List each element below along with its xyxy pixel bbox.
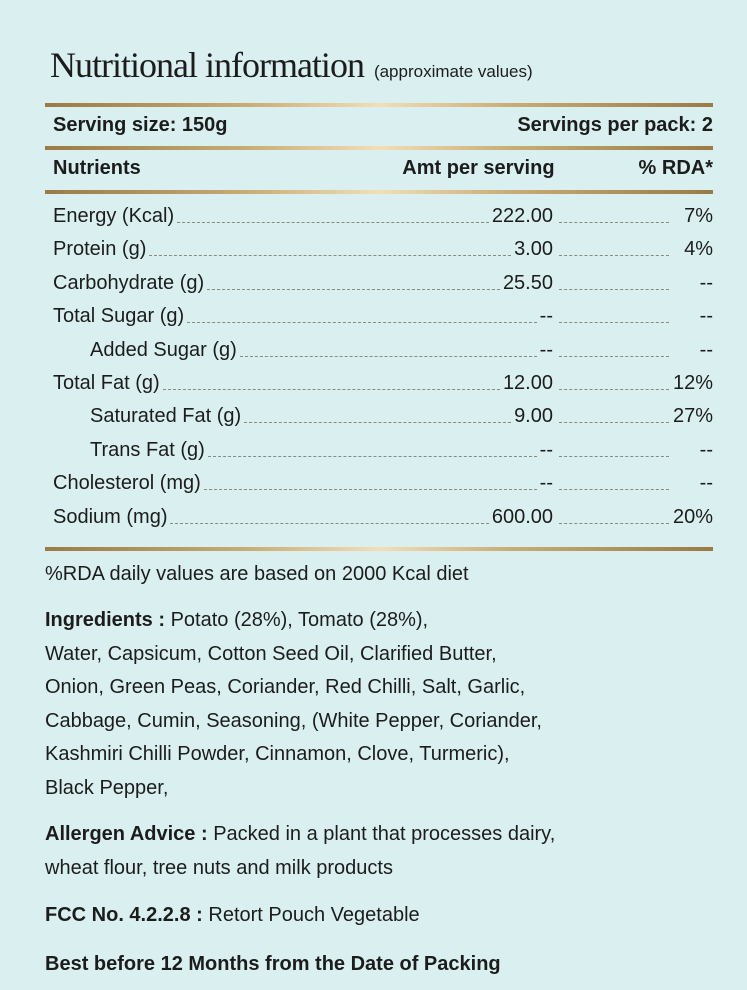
ingredients-label: Ingredients :	[45, 609, 166, 631]
table-row: Carbohydrate (g) 25.50 --	[53, 269, 713, 295]
leader-line	[207, 288, 500, 290]
nutrient-rda: --	[699, 438, 713, 461]
leader-line	[559, 422, 669, 424]
leader-line	[177, 222, 489, 223]
ingredients-line: Black Pepper,	[45, 776, 169, 799]
nutrient-name: Protein (g)	[53, 238, 147, 261]
nutrient-name: Carbohydrate (g)	[53, 271, 205, 294]
divider	[45, 103, 713, 107]
nutrient-amount: 3.00	[514, 238, 553, 261]
table-row: Trans Fat (g) -- --	[53, 436, 713, 462]
leader-line	[203, 489, 537, 491]
ingredients: Ingredients : Potato (28%), Tomato (28%)…	[45, 604, 725, 805]
nutrient-rda: --	[699, 271, 713, 294]
leader-line	[244, 422, 512, 424]
leader-line	[559, 222, 669, 223]
servings-per-pack: Servings per pack: 2	[517, 114, 713, 136]
nutrient-name: Trans Fat (g)	[90, 438, 205, 461]
divider	[45, 547, 713, 551]
fcc-number: FCC No. 4.2.2.8 : Retort Pouch Vegetable	[45, 899, 725, 933]
leader-line	[559, 322, 669, 324]
ingredients-line: Potato (28%), Tomato (28%),	[170, 609, 429, 631]
table-row: Protein (g) 3.00 4%	[53, 235, 713, 261]
table-row: Added Sugar (g) -- --	[53, 336, 713, 362]
nutrient-amount: 25.50	[502, 271, 553, 294]
nutrient-amount: 9.00	[514, 405, 553, 428]
ingredients-line: Onion, Green Peas, Coriander, Red Chilli…	[45, 676, 526, 698]
nutrient-amount: --	[539, 338, 553, 361]
nutrient-rda: 4%	[684, 238, 713, 261]
fcc-text: Retort Pouch Vegetable	[208, 904, 420, 926]
divider	[45, 190, 713, 194]
leader-line	[239, 355, 537, 357]
leader-line	[170, 522, 489, 524]
leader-line	[149, 255, 512, 257]
nutrient-amount: 222.00	[491, 205, 553, 227]
nutrient-name: Saturated Fat (g)	[90, 405, 242, 428]
nutrient-amount: --	[539, 305, 553, 328]
ingredients-line: Water, Capsicum, Cotton Seed Oil, Clarif…	[45, 642, 497, 665]
allergen-line: Packed in a plant that processes dairy,	[213, 823, 556, 845]
table-header: Nutrients Amt per serving % RDA*	[53, 157, 713, 180]
leader-line	[559, 355, 669, 357]
leader-line	[559, 455, 669, 457]
fcc-label: FCC No. 4.2.2.8 :	[45, 904, 203, 926]
header-rda: % RDA*	[638, 157, 713, 179]
leader-line	[559, 389, 669, 390]
allergen-line: wheat flour, tree nuts and milk products	[45, 856, 393, 879]
best-before: Best before 12 Months from the Date of P…	[45, 948, 725, 982]
ingredients-line: Kashmiri Chilli Powder, Cinnamon, Clove,…	[45, 743, 510, 765]
nutrient-amount: --	[539, 438, 553, 461]
nutrient-rda: --	[699, 338, 713, 361]
nutrient-name: Energy (Kcal)	[53, 205, 175, 227]
nutrient-rda: 27%	[673, 405, 714, 428]
nutrient-name: Cholesterol (mg)	[53, 472, 201, 495]
nutrient-amount: 12.00	[502, 372, 553, 394]
leader-line	[559, 522, 669, 524]
table-row: Saturated Fat (g) 9.00 27%	[53, 402, 713, 428]
table-row: Total Sugar (g) -- --	[53, 302, 713, 328]
nutrient-rda: 12%	[673, 372, 714, 394]
serving-size: Serving size: 150g	[53, 114, 228, 136]
nutrient-name: Added Sugar (g)	[90, 338, 237, 361]
rda-footnote: %RDA daily values are based on 2000 Kcal…	[45, 563, 469, 585]
subtitle: (approximate values)	[373, 62, 533, 81]
table-row: Sodium (mg) 600.00 20%	[53, 503, 713, 529]
leader-line	[559, 489, 669, 491]
leader-line	[559, 255, 669, 257]
header-nutrients: Nutrients	[53, 157, 141, 179]
nutrient-rda: 7%	[684, 205, 713, 227]
nutrient-amount: --	[539, 472, 553, 495]
nutrient-rda: --	[699, 472, 713, 495]
nutrient-rda: 20%	[673, 505, 714, 528]
table-row: Cholesterol (mg) -- --	[53, 469, 713, 495]
ingredients-line: Cabbage, Cumin, Seasoning, (White Pepper…	[45, 709, 542, 732]
leader-line	[207, 455, 537, 457]
leader-line	[187, 322, 537, 324]
allergen-label: Allergen Advice :	[45, 823, 208, 845]
nutrient-name: Total Fat (g)	[53, 372, 160, 394]
page-title: Nutritional information (approximate valu…	[50, 44, 533, 86]
allergen-advice: Allergen Advice : Packed in a plant that…	[45, 818, 725, 885]
nutrient-rda: --	[699, 305, 713, 328]
leader-line	[559, 288, 669, 290]
table-row: Energy (Kcal) 222.00 7%	[53, 202, 713, 228]
leader-line	[162, 389, 500, 390]
nutrient-name: Sodium (mg)	[53, 505, 168, 528]
divider	[45, 146, 713, 150]
nutrient-amount: 600.00	[491, 505, 553, 528]
table-row: Total Fat (g) 12.00 12%	[53, 369, 713, 395]
title-text: Nutritional information	[50, 45, 365, 85]
best-before-text: Best before 12 Months from the Date of P…	[45, 953, 501, 975]
serving-info: Serving size: 150g Servings per pack: 2	[53, 114, 713, 137]
header-amount: Amt per serving	[402, 157, 555, 179]
nutrient-name: Total Sugar (g)	[53, 305, 185, 328]
